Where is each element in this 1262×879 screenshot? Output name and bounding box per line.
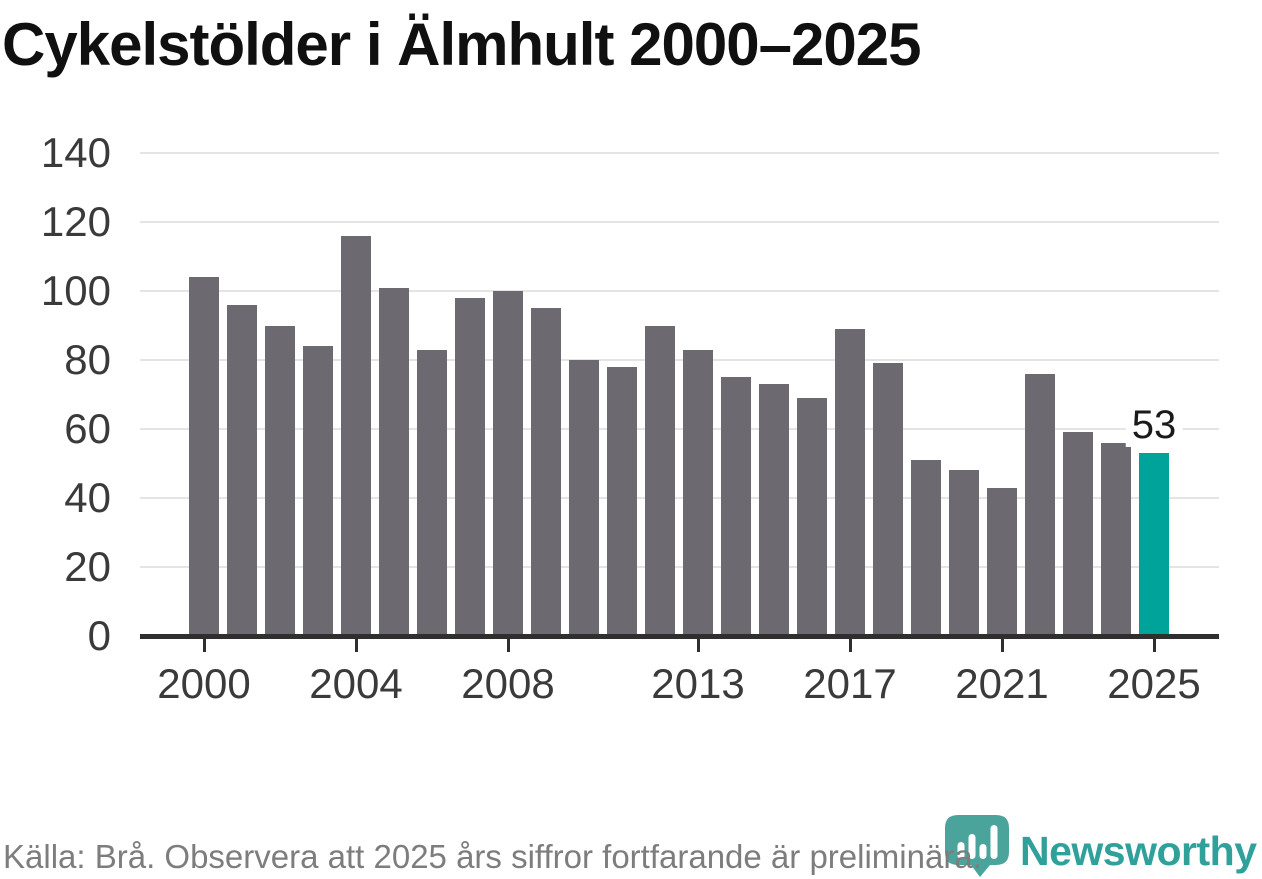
y-axis-label: 100 (40, 267, 111, 314)
bar (303, 346, 333, 634)
bar (493, 291, 523, 634)
bar (911, 460, 941, 634)
bar (531, 308, 561, 634)
bar (797, 398, 827, 634)
x-axis-tick (1001, 638, 1004, 652)
bar (379, 288, 409, 634)
bar (1101, 443, 1131, 634)
bar (569, 360, 599, 634)
x-axis-label: 2004 (309, 660, 403, 707)
x-axis-label: 2000 (157, 660, 251, 707)
y-axis-label: 120 (40, 198, 111, 245)
gridline (140, 221, 1219, 223)
x-axis-tick (203, 638, 206, 652)
x-axis-label: 2021 (955, 660, 1049, 707)
gridline (140, 428, 1219, 430)
gridline (140, 290, 1219, 292)
x-axis-tick (1153, 638, 1156, 652)
x-axis-label: 2013 (651, 660, 745, 707)
y-axis-label: 60 (64, 405, 111, 452)
x-axis-tick (355, 638, 358, 652)
x-axis-tick (507, 638, 510, 652)
source-note: Källa: Brå. Observera att 2025 års siffr… (3, 838, 982, 875)
bar (721, 377, 751, 634)
bar (759, 384, 789, 634)
newsworthy-wordmark: Newsworthy (1020, 828, 1257, 874)
x-axis-label: 2017 (803, 660, 897, 707)
gridline (140, 566, 1219, 568)
x-axis-line (140, 634, 1219, 639)
y-axis-label: 20 (64, 543, 111, 590)
bar (227, 305, 257, 634)
gridline (140, 497, 1219, 499)
bar (1063, 432, 1093, 634)
bar (987, 488, 1017, 634)
bar (455, 298, 485, 634)
bar (873, 363, 903, 634)
bar (683, 350, 713, 634)
y-axis-label: 40 (64, 474, 111, 521)
x-axis-label: 2008 (461, 660, 555, 707)
x-axis-label: 2025 (1107, 660, 1201, 707)
y-axis-label: 140 (40, 129, 111, 176)
highlight-value-label: 53 (1125, 403, 1183, 447)
y-axis-label: 0 (87, 612, 111, 659)
bar (417, 350, 447, 634)
bar (949, 470, 979, 634)
gridline (140, 152, 1219, 154)
bar (607, 367, 637, 634)
highlighted-bar (1139, 453, 1169, 634)
x-axis-tick (849, 638, 852, 652)
chart-title: Cykelstölder i Älmhult 2000–2025 (2, 11, 921, 78)
newsworthy-pin-icon (945, 815, 1009, 877)
gridline (140, 359, 1219, 361)
bar (189, 277, 219, 634)
bar (1025, 374, 1055, 634)
x-axis-tick (697, 638, 700, 652)
y-axis-label: 80 (64, 336, 111, 383)
bar (645, 326, 675, 634)
bar (341, 236, 371, 634)
bar (835, 329, 865, 634)
newsworthy-logo: Newsworthy (944, 814, 1262, 879)
bar (265, 326, 295, 634)
